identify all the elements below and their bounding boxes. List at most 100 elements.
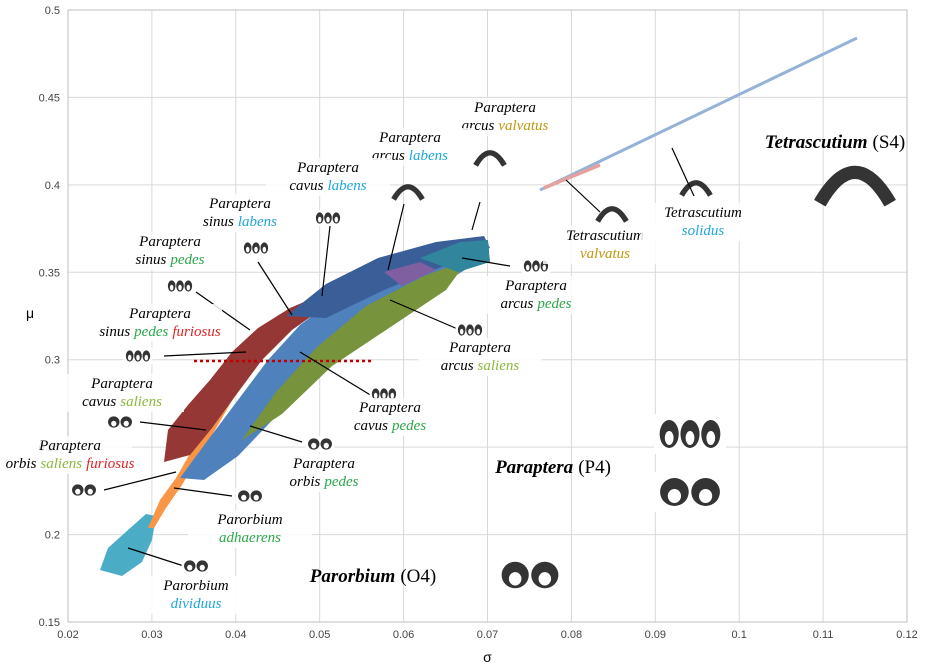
epithet-word: pedes [169,252,204,268]
icon-hole [186,284,191,291]
species-epithet: solidus [682,223,725,239]
leader-line [471,201,481,231]
species-genus: Paraptera [138,234,201,250]
species-genus: Paraptera [473,100,536,116]
species-epithet: orbis saliens furiosus [6,456,135,472]
icon-hole [326,216,330,223]
species-genus: Parorbium [216,512,282,528]
x-tick-label: 0.1 [732,629,747,641]
species-epithet: cavus saliens [82,394,162,410]
species-epithet: cavus labens [289,178,366,194]
shape-icon [165,278,195,294]
x-tick-label: 0.05 [309,629,330,641]
shape-icon [473,150,507,167]
label-bg [188,510,312,548]
label-bg [108,232,232,270]
x-tick-label: 0.03 [141,629,162,641]
leader-line [173,487,233,497]
icon-hole [459,328,464,335]
shape-icon [123,348,153,364]
group-code: (O4) [400,566,436,587]
label-bg [134,576,258,614]
shape-icon [814,166,896,207]
epithet-word: arcus [501,296,534,312]
species-epithet: sinus pedes furiosus [99,324,221,340]
icon-hole [373,392,378,399]
epithet-word: sinus [136,252,167,268]
icon-hole [706,431,716,445]
epithet-word: labens [409,148,448,164]
icon-hole [169,284,174,291]
species-genus: Parorbium [162,578,228,594]
species-epithet: sinus pedes [136,252,205,268]
y-tick-label: 0.15 [39,617,60,629]
species-genus: Paraptera [504,278,567,294]
x-tick-label: 0.04 [225,629,246,641]
species-genus: Paraptera [128,306,191,322]
epithet-word: dividuus [171,596,222,612]
label-bg [60,374,184,412]
species-genus: Paraptera [90,376,153,392]
shape-icon [313,210,343,226]
icon-hole [144,354,149,361]
epithet-word: valvatus [498,118,548,134]
label-bg [266,158,390,196]
leader-line [195,291,251,331]
icon-hole [476,328,481,335]
icon-hole [111,420,117,427]
shape-icon [495,556,565,594]
icon-hole [382,392,386,399]
group-label: Parorbium (O4) [309,566,436,587]
epithet-word: pedes [323,474,358,490]
epithet-word: orbis [290,474,321,490]
species-epithet: valvatus [580,246,630,262]
region-arcus-saliens [242,260,468,440]
region-valvatus [543,163,601,190]
icon-hole [685,431,695,445]
x-tick-label: 0.06 [393,629,414,641]
x-tick-label: 0.08 [561,629,582,641]
icon-hole [334,216,339,223]
icon-hole [178,284,182,291]
icon-hole [127,354,132,361]
epithet-word: pedes [133,324,168,340]
icon-arch [679,180,713,197]
icon-hole [542,264,547,271]
group-code: (S4) [873,132,906,153]
x-tick-label: 0.07 [477,629,498,641]
y-tick-label: 0.3 [45,355,60,367]
leader-line [461,257,511,267]
icon-hole [317,216,322,223]
icon-hole [534,264,538,271]
icon-hole [664,431,674,445]
group-label: Paraptera (P4) [494,457,611,478]
epithet-word: labens [327,178,366,194]
icon-arch [391,184,425,201]
icon-hole [390,392,395,399]
region-arcus-labens [384,262,436,286]
label-bg [98,304,222,342]
plot-frame [67,9,908,623]
epithet-word: solidus [682,223,725,239]
label-bg [474,276,598,314]
species-genus: Paraptera [38,438,101,454]
icon-hole [262,246,267,253]
epithet-word: sinus [203,214,234,230]
shape-icon [305,436,335,452]
leader-line [163,351,247,357]
leader-line [257,261,293,316]
species-genus: Paraptera [296,160,359,176]
epithet-word: cavus [354,418,388,434]
species-genus: Paraptera [292,456,355,472]
epithet-word: furiosus [172,324,221,340]
group-code: (P4) [578,457,611,478]
icon-hole [253,494,259,501]
species-genus: Paraptera [378,130,441,146]
species-genus: Paraptera [358,400,421,416]
icon-hole [87,488,93,495]
label-bg [418,338,542,376]
epithet-word: orbis [6,456,37,472]
label-bg [8,436,132,474]
group-genus: Parorbium [309,566,396,587]
species-genus: Paraptera [208,196,271,212]
